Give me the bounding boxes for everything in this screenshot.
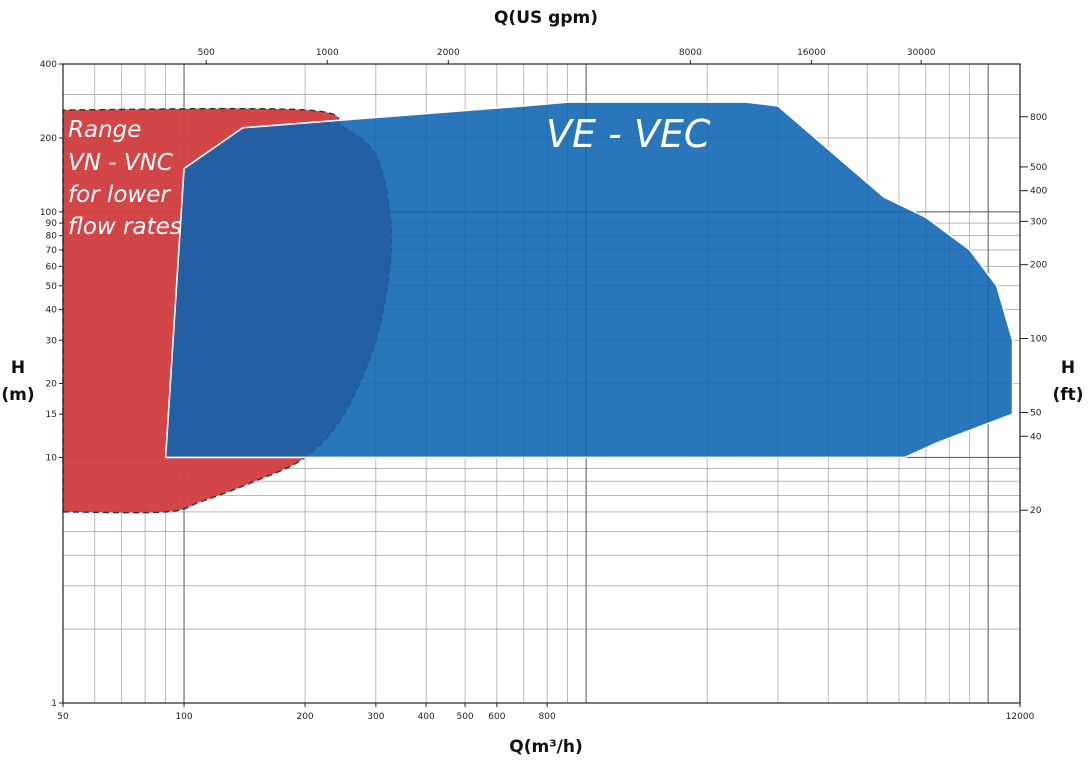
x-tick-label: 600 — [488, 712, 505, 722]
x-tick-label: 500 — [456, 712, 473, 722]
top-tick-label: 500 — [198, 48, 215, 58]
y-tick-label: 50 — [46, 282, 58, 292]
x-tick-label: 12000 — [1006, 712, 1035, 722]
chart-ticks: 50 100 200 300 400 500 600 800 12000 500 1000 2000 8… — [40, 48, 1048, 722]
vn-vnc-label-line-1: Range — [68, 117, 141, 143]
top-axis-title: Q(US gpm) — [494, 8, 598, 28]
vn-vnc-range-label: Range VN - VNC for lower flow rates — [68, 117, 182, 240]
left-axis-title-line-1: H — [11, 358, 25, 378]
right-tick-label: 50 — [1030, 408, 1042, 418]
y-tick-label: 100 — [40, 208, 57, 218]
right-tick-label: 40 — [1030, 432, 1042, 442]
x-tick-label: 200 — [296, 712, 313, 722]
top-tick-label: 2000 — [437, 48, 460, 58]
right-tick-label: 300 — [1030, 217, 1047, 227]
right-tick-label: 800 — [1030, 113, 1047, 123]
right-tick-label: 500 — [1030, 163, 1047, 173]
y-tick-label: 10 — [46, 453, 58, 463]
y-tick-label: 70 — [46, 246, 58, 256]
top-tick-label: 16000 — [797, 48, 826, 58]
y-tick-label: 1 — [51, 699, 57, 709]
right-tick-label: 20 — [1030, 506, 1042, 516]
top-tick-label: 8000 — [679, 48, 702, 58]
top-tick-label: 30000 — [907, 48, 936, 58]
y-tick-label: 30 — [46, 336, 58, 346]
y-tick-label: 60 — [46, 262, 58, 272]
vn-vnc-label-line-2: VN - VNC — [68, 150, 173, 176]
right-axis-title-line-1: H — [1061, 358, 1075, 378]
y-tick-label: 40 — [46, 306, 58, 316]
y-tick-label: 20 — [46, 380, 58, 390]
left-axis-title-line-2: (m) — [1, 385, 34, 405]
y-tick-label: 15 — [46, 410, 57, 420]
x-tick-label: 50 — [57, 712, 69, 722]
right-tick-label: 200 — [1030, 261, 1047, 271]
vn-vnc-label-line-3: for lower — [68, 182, 171, 208]
chart-areas — [62, 101, 1014, 514]
y-tick-label: 200 — [40, 134, 57, 144]
vn-vnc-label-line-4: flow rates — [68, 214, 182, 240]
ve-vec-range-area — [164, 101, 1014, 459]
right-tick-label: 100 — [1030, 335, 1047, 345]
x-tick-label: 100 — [175, 712, 192, 722]
right-tick-label: 400 — [1030, 187, 1047, 197]
x-tick-label: 800 — [539, 712, 556, 722]
y-tick-label: 400 — [40, 60, 57, 70]
top-tick-label: 1000 — [316, 48, 339, 58]
right-axis-title-line-2: (ft) — [1052, 385, 1083, 405]
ve-vec-range-label: VE - VEC — [546, 112, 711, 156]
x-tick-label: 400 — [418, 712, 435, 722]
bottom-axis-title: Q(m³/h) — [509, 737, 582, 757]
y-tick-label: 80 — [46, 232, 58, 242]
y-tick-label: 90 — [46, 219, 58, 229]
x-tick-label: 300 — [367, 712, 384, 722]
